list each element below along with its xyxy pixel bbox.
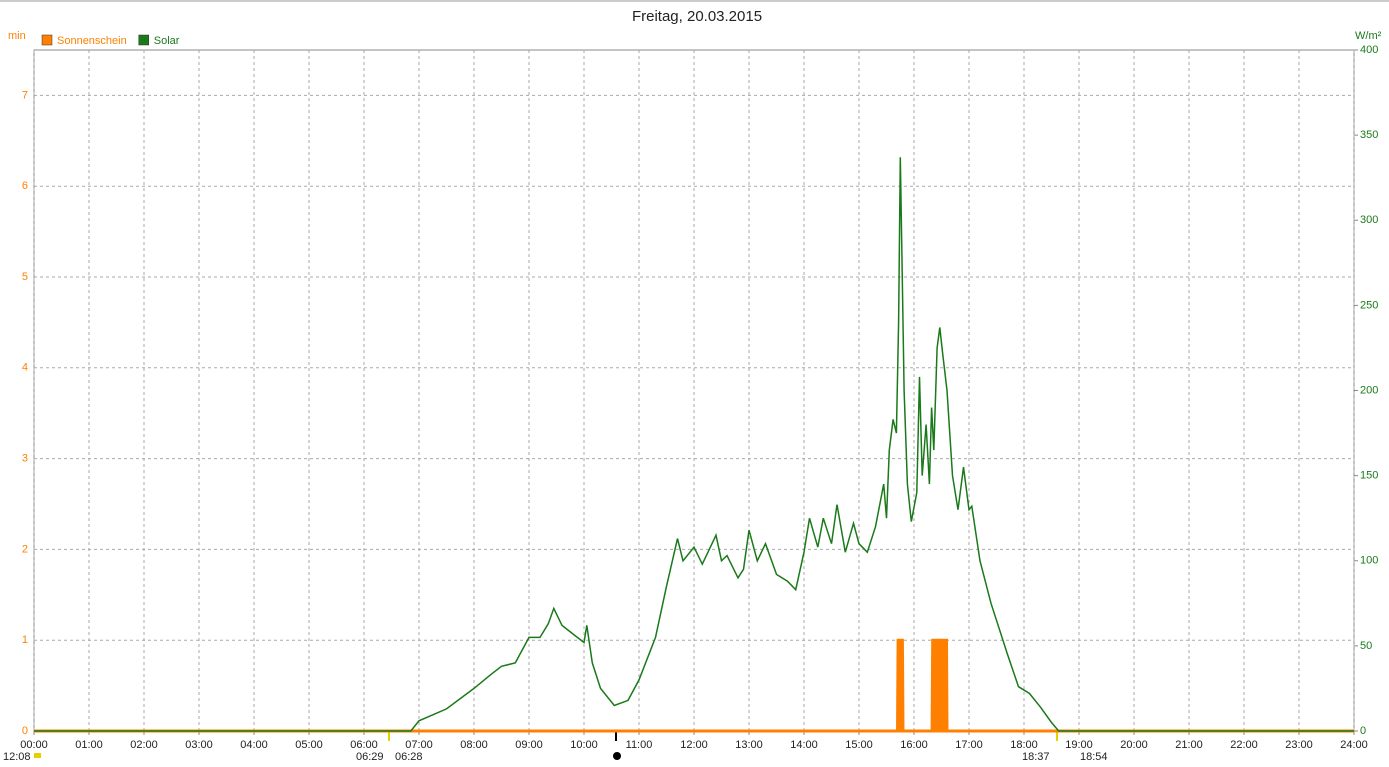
x-tick-label: 10:00 [570,739,598,751]
x-tick-label: 07:00 [405,739,433,751]
y2-tick-label: 400 [1360,44,1378,56]
y2-tick-label: 0 [1360,725,1366,737]
x-tick-label: 17:00 [955,739,983,751]
marker [613,752,621,760]
y2-tick-label: 50 [1360,640,1372,652]
x-tick-label: 24:00 [1340,739,1368,751]
x-tick-label: 00:00 [20,739,48,751]
y-axis-unit: min [8,30,26,42]
y2-tick-label: 350 [1360,129,1378,141]
legend-label: Sonnenschein [57,35,127,47]
y2-axis-unit: W/m² [1355,30,1382,42]
time-annotation: 06:29 [356,751,384,763]
legend-label: Solar [154,35,180,47]
x-tick-label: 04:00 [240,739,268,751]
time-annotation: 06:28 [395,751,423,763]
y2-tick-label: 100 [1360,555,1378,567]
x-tick-label: 15:00 [845,739,873,751]
x-tick-label: 08:00 [460,739,488,751]
y-tick-label: 4 [22,362,28,374]
x-tick-label: 21:00 [1175,739,1203,751]
solar-line [34,157,1354,732]
x-tick-label: 06:00 [350,739,378,751]
x-tick-label: 11:00 [626,739,653,751]
y-tick-label: 5 [22,271,28,283]
x-tick-label: 05:00 [295,739,323,751]
chart-title: Freitag, 20.03.2015 [632,8,762,25]
marker [1056,731,1058,741]
x-tick-label: 22:00 [1230,739,1258,751]
x-tick-label: 02:00 [130,739,158,751]
y2-tick-label: 300 [1360,214,1378,226]
x-tick-label: 16:00 [900,739,928,751]
x-tick-label: 20:00 [1120,739,1148,751]
y-tick-label: 2 [22,543,28,555]
y2-tick-label: 150 [1360,470,1378,482]
x-tick-label: 12:00 [680,739,708,751]
x-tick-label: 09:00 [515,739,543,751]
marker [615,731,617,741]
y-tick-label: 0 [22,725,28,737]
y-tick-label: 1 [22,634,28,646]
marker [388,731,390,741]
marker [34,753,41,758]
x-tick-label: 19:00 [1065,739,1093,751]
time-annotation: 18:54 [1080,751,1108,763]
y-tick-label: 6 [22,180,28,192]
time-annotation: 18:37 [1022,751,1050,763]
x-tick-label: 01:00 [75,739,103,751]
legend-swatch [138,34,149,46]
x-tick-label: 14:00 [790,739,818,751]
x-tick-label: 18:00 [1010,739,1038,751]
x-tick-label: 03:00 [185,739,213,751]
x-tick-label: 13:00 [735,739,763,751]
y-tick-label: 7 [22,89,28,101]
y-tick-label: 3 [22,453,28,465]
y2-tick-label: 200 [1360,384,1378,396]
y2-tick-label: 250 [1360,299,1378,311]
x-tick-label: 23:00 [1285,739,1313,751]
time-annotation: 12:08 [3,751,31,763]
legend-swatch [41,34,53,46]
